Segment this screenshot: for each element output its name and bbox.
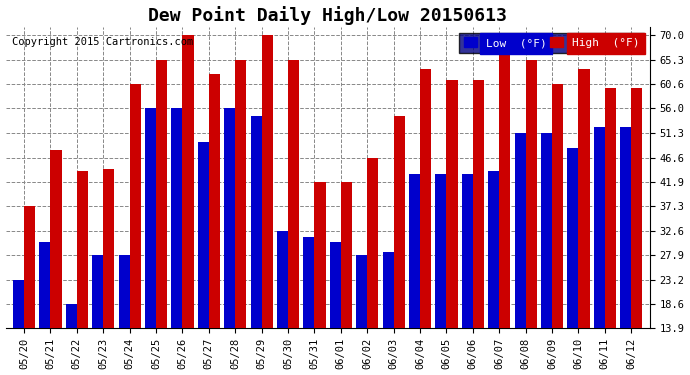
Bar <box>92 255 104 328</box>
Bar <box>304 237 315 328</box>
Bar <box>182 35 193 328</box>
Bar <box>382 252 393 328</box>
Text: Copyright 2015 Cartronics.com: Copyright 2015 Cartronics.com <box>12 36 193 46</box>
Bar <box>515 133 526 328</box>
Bar <box>119 255 130 328</box>
Bar <box>620 127 631 328</box>
Bar <box>39 242 50 328</box>
Bar <box>567 148 578 328</box>
Bar <box>541 133 552 328</box>
Bar <box>145 108 156 328</box>
Bar <box>13 280 24 328</box>
Bar <box>315 182 326 328</box>
Bar <box>156 60 167 328</box>
Bar <box>171 108 182 328</box>
Bar <box>420 69 431 328</box>
Bar <box>594 127 605 328</box>
Bar <box>367 158 378 328</box>
Bar <box>631 88 642 328</box>
Bar <box>462 174 473 328</box>
Bar <box>77 171 88 328</box>
Bar <box>500 35 511 328</box>
Bar <box>224 108 235 328</box>
Bar <box>526 60 537 328</box>
Bar <box>277 231 288 328</box>
Bar <box>250 116 262 328</box>
Bar <box>435 174 446 328</box>
Bar <box>341 182 352 328</box>
Bar <box>24 206 35 328</box>
Bar <box>235 60 246 328</box>
Bar <box>446 80 457 328</box>
Bar <box>552 84 563 328</box>
Bar <box>330 242 341 328</box>
Title: Dew Point Daily High/Low 20150613: Dew Point Daily High/Low 20150613 <box>148 6 507 24</box>
Bar <box>409 174 420 328</box>
Legend: Low  (°F), High  (°F): Low (°F), High (°F) <box>460 33 644 53</box>
Bar <box>605 88 616 328</box>
Bar <box>488 171 500 328</box>
Bar <box>262 35 273 328</box>
Bar <box>473 80 484 328</box>
Bar <box>209 74 220 328</box>
Bar <box>578 69 589 328</box>
Bar <box>393 116 405 328</box>
Bar <box>288 60 299 328</box>
Bar <box>66 304 77 328</box>
Bar <box>50 150 61 328</box>
Bar <box>130 84 141 328</box>
Bar <box>198 142 209 328</box>
Bar <box>356 255 367 328</box>
Bar <box>104 169 115 328</box>
